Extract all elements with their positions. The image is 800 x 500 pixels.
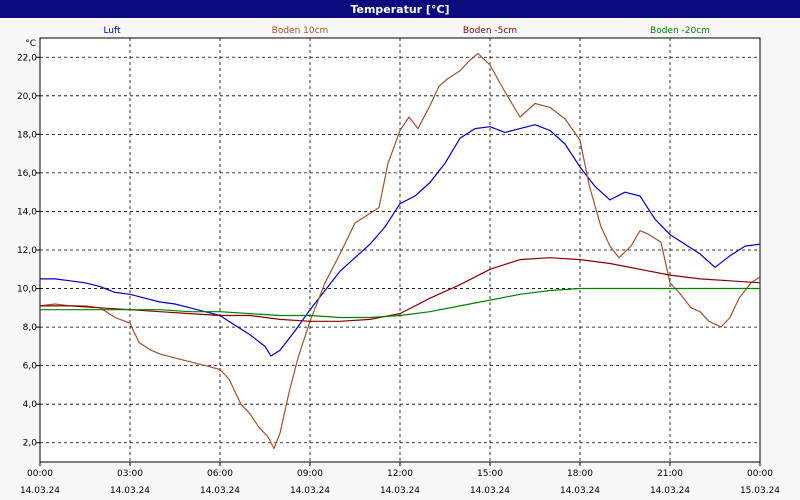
x-tick-date-label: 14.03.24 [20, 486, 60, 496]
y-unit-label: °C [25, 39, 36, 49]
series-line-boden-20cm [40, 287, 760, 319]
x-tick-time-label: 00:00 [747, 469, 773, 479]
series-line-boden-5cm [40, 257, 761, 322]
y-tick-label: 12,0 [17, 246, 37, 256]
x-tick-date-label: 14.03.24 [380, 486, 420, 496]
x-tick-date-label: 14.03.24 [110, 486, 150, 496]
y-tick-label: 16,0 [17, 169, 37, 179]
series-line-boden-10cm [39, 52, 761, 450]
x-tick-date-label: 15.03.24 [740, 486, 780, 496]
temperature-chart: 2,0 4,0 6,0 8,0 10,0 12,0 14,0 16,0 18,0 20,0 22,0… [17, 26, 780, 496]
x-tick-date-label: 14.03.24 [200, 486, 240, 496]
x-tick-date-label: 14.03.24 [650, 486, 690, 496]
x-tick-date-label: 14.03.24 [560, 486, 600, 496]
y-tick-label: 20,0 [17, 92, 37, 102]
x-tick-date-label: 14.03.24 [290, 486, 330, 496]
window-title: Temperatur [°C] [0, 0, 800, 18]
x-tick-time-label: 15:00 [477, 469, 503, 479]
chart-area: 2,0 4,0 6,0 8,0 10,0 12,0 14,0 16,0 18,0 20,0 22,0… [0, 18, 800, 500]
y-tick-label: 4,0 [23, 400, 38, 410]
series-line-luft [40, 124, 761, 357]
x-tick-time-label: 03:00 [117, 469, 143, 479]
x-tick-time-label: 06:00 [207, 469, 233, 479]
y-tick-label: 10,0 [17, 285, 37, 295]
x-tick-time-label: 00:00 [27, 469, 53, 479]
plot-frame [39, 37, 761, 463]
legend-entry-boden-20cm: Boden -20cm [650, 26, 710, 36]
legend-entry-boden-5cm: Boden -5cm [463, 26, 517, 36]
y-tick-label: 22,0 [17, 53, 37, 63]
legend-entry-boden-10cm: Boden 10cm [272, 26, 329, 36]
legend-entry-luft: Luft [103, 26, 121, 36]
x-tick-date-label: 14.03.24 [470, 486, 510, 496]
y-tick-label: 8,0 [23, 323, 38, 333]
y-tick-label: 6,0 [23, 362, 38, 372]
y-tick-label: 14,0 [17, 207, 37, 217]
x-tick-time-label: 09:00 [297, 469, 323, 479]
y-tick-label: 2,0 [23, 439, 38, 449]
x-tick-time-label: 21:00 [657, 469, 683, 479]
y-tick-label: 18,0 [17, 130, 37, 140]
x-tick-time-label: 18:00 [567, 469, 593, 479]
x-tick-time-label: 12:00 [387, 469, 413, 479]
